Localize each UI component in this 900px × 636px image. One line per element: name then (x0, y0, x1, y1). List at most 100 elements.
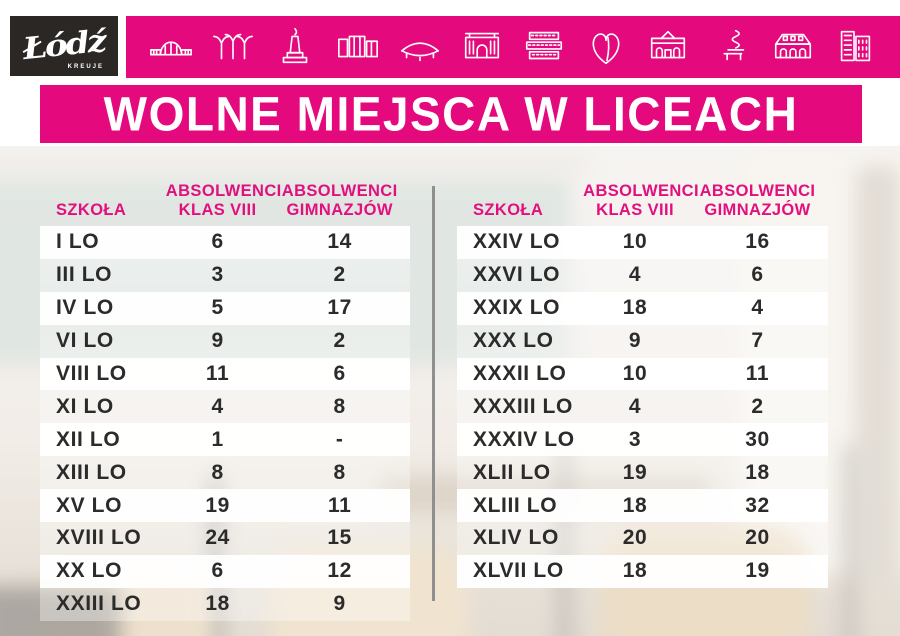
palace-icon (651, 30, 686, 59)
cell-school: XXVI LO (473, 263, 561, 287)
table-row: XXIII LO 18 9 (40, 587, 410, 621)
cell-klas-viii: 9 (211, 329, 224, 353)
table-body: XXIV LO 10 16 XXVI LO 4 6 XXIX LO 18 4 XXX LO 9 7 XX… (457, 226, 828, 588)
table-row: VIII LO 11 6 (40, 357, 410, 391)
table-row: XXXII LO 10 11 (457, 357, 828, 391)
cell-gimnazjow: 15 (327, 526, 352, 550)
cell-school: XX LO (56, 559, 123, 583)
cell-klas-viii: 19 (622, 460, 648, 484)
cell-school: VIII LO (56, 362, 127, 385)
cell-klas-viii: 18 (205, 592, 230, 616)
cell-gimnazjow: 18 (745, 460, 770, 484)
cell-school: XXIX LO (473, 296, 561, 320)
table-row: XIII LO 8 8 (40, 456, 410, 490)
cell-school: XI LO (56, 394, 114, 418)
cell-klas-viii: 6 (211, 230, 224, 254)
cell-gimnazjow: 20 (745, 526, 770, 550)
cell-school: XXX LO (473, 329, 554, 353)
cell-klas-viii: 4 (628, 394, 642, 418)
cell-klas-viii: 18 (622, 559, 648, 583)
train-station-icon (150, 41, 193, 56)
cell-gimnazjow: 6 (751, 263, 764, 287)
cell-gimnazjow: 11 (745, 362, 770, 385)
cell-gimnazjow: 8 (333, 460, 346, 484)
chair-leg-shape (845, 446, 854, 636)
table-row: XXVI LO 4 6 (457, 258, 828, 292)
title-banner: WOLNE MIEJSCA W LICEACH (40, 85, 862, 143)
table-header-row: SZKOŁA ABSOLWENCI KLAS VIII ABSOLWENCI G… (40, 168, 410, 226)
header-szkola: SZKOŁA (56, 200, 127, 219)
cell-gimnazjow: 4 (751, 296, 764, 320)
cell-gimnazjow: 6 (333, 362, 346, 385)
cell-school: XXXIII LO (473, 394, 573, 418)
cell-klas-viii: 18 (622, 296, 648, 320)
cell-school: XII LO (56, 427, 121, 451)
cell-school: XXIII LO (56, 592, 142, 616)
table-row: XXIV LO 10 16 (457, 226, 828, 259)
cell-gimnazjow: 9 (333, 592, 346, 616)
vertical-divider (432, 186, 435, 601)
cell-gimnazjow: 8 (333, 394, 346, 418)
cell-klas-viii: 3 (211, 263, 224, 287)
table-row: VI LO 9 2 (40, 324, 410, 358)
sculpture-icon (723, 29, 745, 61)
cell-school: XVIII LO (56, 526, 142, 550)
lodz-city-logo: Łódź KREUJE (10, 16, 118, 76)
table-row: XXIX LO 18 4 (457, 291, 828, 325)
cell-klas-viii: 19 (205, 493, 230, 517)
cell-school: IV LO (56, 296, 114, 320)
landmarks-icon-banner (126, 16, 900, 78)
cell-school: XLII LO (473, 460, 551, 484)
header-szkola: SZKOŁA (473, 200, 544, 219)
table-row: XII LO 1 - (40, 423, 410, 457)
gate-building-icon (464, 32, 499, 59)
cell-school: XXXIV LO (473, 427, 575, 451)
table-row: XV LO 19 11 (40, 489, 410, 523)
cell-gimnazjow: 16 (745, 230, 770, 254)
door-edge-shape (856, 166, 900, 586)
lodz-signature-text: Łódź (21, 23, 107, 68)
cell-gimnazjow: 7 (751, 329, 764, 353)
cell-klas-viii: 10 (622, 230, 648, 254)
table-row: XLIII LO 18 32 (457, 489, 828, 523)
table-row: XVIII LO 24 15 (40, 522, 410, 555)
cell-school: XIII LO (56, 460, 127, 484)
cell-gimnazjow: 17 (327, 296, 352, 320)
header-absolwenci-gimnazjow: ABSOLWENCI GIMNAZJÓW (281, 182, 398, 219)
board-frame-shape (0, 156, 590, 172)
terraced-building-icon (525, 31, 563, 60)
table-row: I LO 6 14 (40, 226, 410, 259)
table-row: XXXIII LO 4 2 (457, 390, 828, 424)
cell-gimnazjow: 2 (751, 394, 764, 418)
cell-school: XLIV LO (473, 526, 559, 550)
cell-school: XLVII LO (473, 559, 564, 583)
cell-school: I LO (56, 230, 100, 254)
schools-table-left: SZKOŁA ABSOLWENCI KLAS VIII ABSOLWENCI G… (40, 168, 410, 621)
monument-icon (283, 27, 308, 64)
manufaktura-icon (774, 33, 811, 59)
cell-gimnazjow: 12 (327, 559, 352, 583)
cell-klas-viii: 5 (211, 296, 224, 320)
cell-gimnazjow: 30 (745, 427, 770, 451)
cell-school: III LO (56, 263, 113, 287)
table-row: XLIV LO 20 20 (457, 522, 828, 555)
office-building-icon (840, 30, 870, 62)
schools-table-right: SZKOŁA ABSOLWENCI KLAS VIII ABSOLWENCI G… (457, 168, 828, 588)
top-header: Łódź KREUJE (0, 16, 900, 78)
page-title: WOLNE MIEJSCA W LICEACH (103, 86, 799, 142)
table-header-row: SZKOŁA ABSOLWENCI KLAS VIII ABSOLWENCI G… (457, 168, 828, 226)
table-body: I LO 6 14 III LO 3 2 IV LO 5 17 VI LO 9 2 VIII LO 11 6… (40, 226, 410, 621)
cell-klas-viii: 3 (628, 427, 642, 451)
cell-klas-viii: 9 (628, 329, 642, 353)
cell-gimnazjow: 14 (327, 230, 352, 254)
header-absolwenci-klas-viii: ABSOLWENCI KLAS VIII (165, 182, 282, 219)
cell-klas-viii: 1 (211, 427, 224, 451)
cell-klas-viii: 18 (622, 493, 648, 517)
cell-klas-viii: 4 (628, 263, 642, 287)
cell-klas-viii: 4 (211, 394, 224, 418)
heart-icon (592, 33, 620, 65)
cell-school: XLIII LO (473, 493, 558, 517)
lodz-tagline-text: KREUJE (67, 64, 104, 70)
header-absolwenci-klas-viii: ABSOLWENCI KLAS VIII (583, 182, 699, 219)
